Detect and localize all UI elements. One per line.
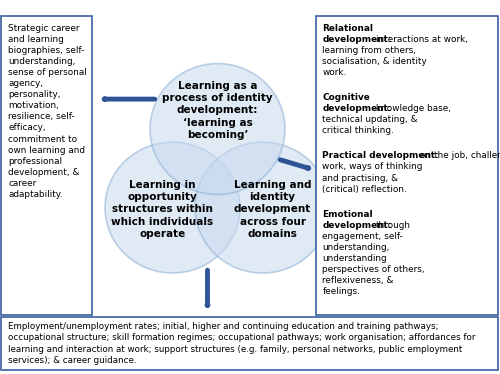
Text: Cognitive: Cognitive [322,93,370,102]
Text: and practising, &: and practising, & [322,174,398,183]
Ellipse shape [195,142,330,273]
Text: feelings.: feelings. [322,288,360,297]
FancyBboxPatch shape [1,317,498,370]
Text: Strategic career
and learning
biographies, self-
understanding,
sense of persona: Strategic career and learning biographie… [8,24,87,199]
FancyBboxPatch shape [1,16,92,315]
Text: engagement, self-: engagement, self- [322,232,404,241]
Text: development:: development: [322,221,392,230]
Text: critical thinking.: critical thinking. [322,126,394,135]
Text: reflexiveness, &: reflexiveness, & [322,276,394,285]
Text: understanding,: understanding, [322,243,390,252]
Text: Employment/unemployment rates; initial, higher and continuing education and trai: Employment/unemployment rates; initial, … [8,322,475,365]
Text: development:: development: [322,35,392,44]
Ellipse shape [105,142,240,273]
Text: learning from others,: learning from others, [322,46,416,55]
Ellipse shape [150,64,285,194]
Text: (critical) reflection.: (critical) reflection. [322,185,407,194]
Text: interactions at work,: interactions at work, [376,35,468,44]
Text: Learning in
opportunity
structures within
which individuals
operate: Learning in opportunity structures withi… [112,180,214,239]
Text: Learning and
identity
development
across four
domains: Learning and identity development across… [234,180,311,239]
Text: Emotional: Emotional [322,210,373,219]
Text: knowledge base,: knowledge base, [376,104,451,113]
Text: on the job, challenging: on the job, challenging [420,151,500,160]
Text: socialisation, & identity: socialisation, & identity [322,57,427,66]
Text: Learning as a
process of identity
development:
‘learning as
becoming’: Learning as a process of identity develo… [162,80,273,140]
Text: Practical development:: Practical development: [322,151,439,160]
Text: Relational: Relational [322,24,374,33]
Text: work, ways of thinking: work, ways of thinking [322,162,423,171]
Text: development:: development: [322,104,392,113]
Text: work.: work. [322,68,347,77]
Text: technical updating, &: technical updating, & [322,115,418,124]
Text: perspectives of others,: perspectives of others, [322,265,425,274]
FancyBboxPatch shape [316,16,498,315]
Text: through: through [376,221,411,230]
Text: understanding: understanding [322,254,387,263]
